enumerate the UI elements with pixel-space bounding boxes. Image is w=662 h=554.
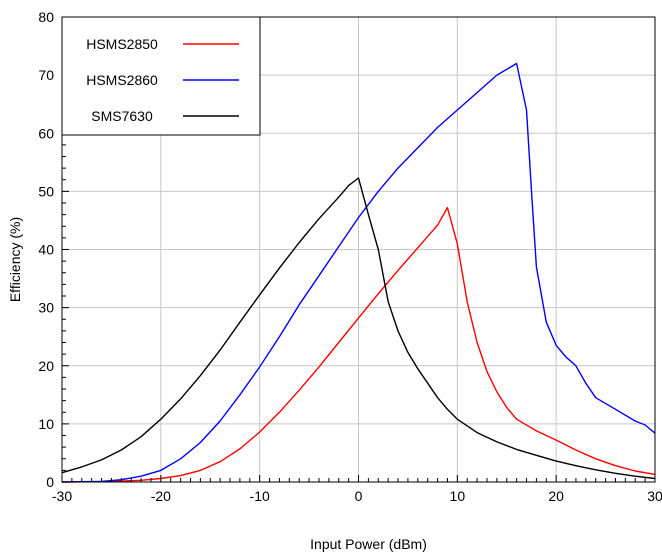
x-tick-label: 10 [450, 488, 466, 504]
y-tick-label: 80 [38, 9, 54, 25]
y-tick-label: 50 [38, 183, 54, 199]
series-lines [61, 62, 656, 483]
legend-label: SMS7630 [91, 108, 153, 124]
axis-ticks: -30 -20 -10 0 10 20 30 0 10 20 30 40 50 60 70 80 [38, 9, 662, 504]
y-tick-label: 10 [38, 416, 54, 432]
series-line-hsms2850 [61, 206, 656, 483]
x-tick-label: -20 [151, 488, 171, 504]
y-tick-label: 40 [38, 242, 54, 258]
y-tick-label: 60 [38, 125, 54, 141]
x-tick-label: -10 [250, 488, 270, 504]
gridlines [62, 17, 655, 482]
y-tick-label: 20 [38, 358, 54, 374]
legend-label: HSMS2850 [86, 36, 158, 52]
y-axis-title: Efficiency (%) [7, 217, 23, 302]
x-tick-label: -30 [52, 488, 72, 504]
y-tick-label: 70 [38, 67, 54, 83]
legend-label: HSMS2860 [86, 72, 158, 88]
series-line-hsms2860 [61, 62, 656, 483]
x-tick-label: 20 [548, 488, 564, 504]
y-tick-label: 30 [38, 300, 54, 316]
x-tick-label: 30 [647, 488, 662, 504]
y-tick-label: 0 [46, 474, 54, 490]
series-line-sms7630 [61, 177, 656, 480]
x-axis-title: Input Power (dBm) [310, 536, 427, 552]
legend: HSMS2850 HSMS2860 SMS7630 [61, 16, 261, 136]
x-tick-label: 0 [355, 488, 363, 504]
